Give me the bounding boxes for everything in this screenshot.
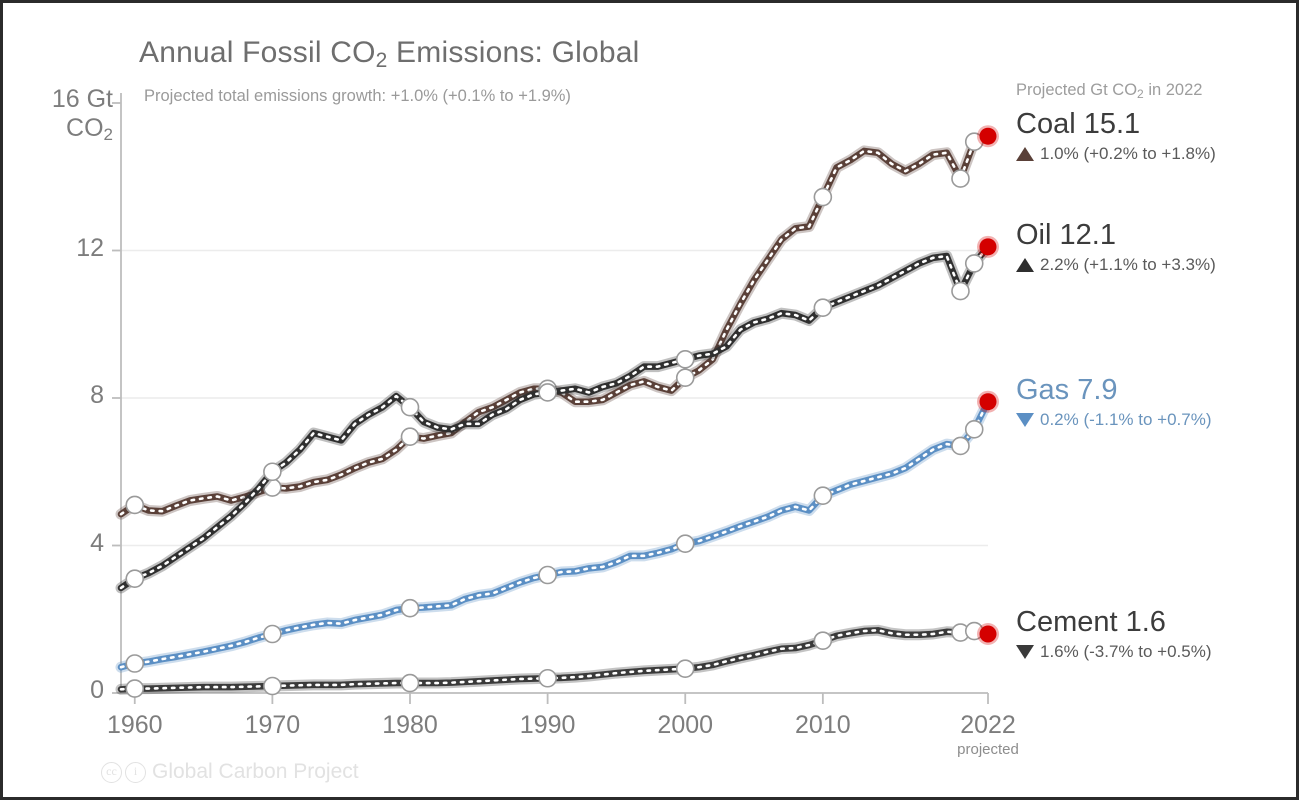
y-axis-tick-label: 4 (90, 528, 104, 557)
data-point-marker (951, 436, 970, 456)
data-point-marker (813, 486, 833, 506)
plot-area (112, 93, 999, 704)
data-point-marker (125, 654, 145, 673)
data-point-marker (675, 659, 695, 678)
y-axis-tick-label: 0 (90, 676, 104, 704)
chart-subtitle: Projected total emissions growth: +1.0% … (144, 87, 571, 105)
legend-item-cement[interactable]: Cement 1.6 1.6% (-3.7% to +0.5%) (1016, 606, 1286, 663)
x-axis-tick-label: 2022 (960, 711, 1016, 739)
legend-header-main: Projected Gt CO (1016, 81, 1138, 99)
data-point-marker (951, 169, 970, 188)
data-point-marker (400, 427, 420, 447)
data-point-marker (400, 598, 420, 618)
data-point-marker (263, 462, 282, 482)
y-axis-unit-subscript: 2 (103, 125, 113, 144)
projected-endpoint-marker (979, 127, 997, 145)
x-axis-projected-note: projected (957, 741, 1019, 758)
data-point-marker (400, 673, 420, 693)
legend-item-label: Coal 15.1 (1016, 108, 1141, 140)
chart-title-main: Annual Fossil CO (139, 36, 376, 69)
x-axis-tick-label: 1980 (382, 711, 438, 739)
legend-item-coal[interactable]: Coal 15.1 1.0% (+0.2% to +1.8%) (1016, 108, 1286, 165)
series-oil (115, 241, 994, 594)
legend-item-label: Gas 7.9 (1016, 374, 1118, 406)
legend-item-change-label: 2.2% (+1.1% to +3.3%) (1040, 255, 1216, 274)
data-point-marker (675, 349, 695, 369)
legend-header-subscript: 2 (1137, 87, 1144, 101)
y-axis-unit-label: 16 Gt CO2 (33, 85, 113, 145)
data-point-marker (813, 298, 833, 317)
legend-item-change: 2.2% (+1.1% to +3.3%) (1016, 254, 1286, 276)
data-point-marker (813, 631, 833, 650)
legend-item-label: Oil 12.1 (1016, 219, 1116, 251)
y-axis-tick-label: 12 (76, 233, 104, 262)
x-axis-tick-label: 1970 (244, 711, 301, 739)
data-point-marker (675, 368, 695, 388)
legend-item-label: Cement 1.6 (1016, 606, 1166, 638)
data-point-marker (125, 569, 145, 588)
triangle-up-icon (1016, 258, 1034, 272)
x-axis-tick-label: 1960 (106, 711, 163, 739)
legend-header-tail: in 2022 (1143, 81, 1203, 99)
footer-credit: cc i Global Carbon Project (101, 760, 359, 784)
y-axis-tick-label: 8 (90, 381, 104, 409)
legend-item-change: 1.0% (+0.2% to +1.8%) (1016, 143, 1286, 165)
legend-item-change: 0.2% (-1.1% to +0.7%) (1016, 409, 1286, 431)
triangle-down-icon (1016, 645, 1034, 659)
triangle-down-icon (1016, 413, 1034, 427)
legend-item-change-label: 1.0% (+0.2% to +1.8%) (1040, 144, 1216, 163)
x-axis-tick-label: 2000 (657, 711, 714, 739)
page-title: Annual Fossil CO2 Emissions: Global (139, 36, 640, 72)
data-point-marker (964, 420, 984, 439)
data-point-marker (400, 397, 420, 417)
chart-title-tail: Emissions: Global (387, 36, 640, 69)
data-point-marker (538, 383, 557, 402)
y-axis-unit-co: CO (66, 114, 104, 142)
data-point-marker (125, 679, 145, 698)
data-point-marker (675, 534, 695, 553)
legend-item-oil[interactable]: Oil 12.1 2.2% (+1.1% to +3.3%) (1016, 219, 1286, 276)
data-point-marker (538, 668, 557, 688)
data-point-marker (951, 281, 970, 301)
x-axis-tick-label: 1990 (519, 711, 576, 739)
triangle-up-icon (1016, 147, 1034, 161)
creative-commons-by-icon: i (125, 761, 146, 783)
data-point-marker (964, 254, 984, 273)
legend-header: Projected Gt CO2 in 2022 (1016, 81, 1286, 101)
footer-credit-label: Global Carbon Project (152, 760, 359, 783)
data-point-marker (263, 676, 282, 696)
data-point-marker (263, 624, 282, 644)
y-axis-top-tick: 16 Gt (51, 85, 113, 113)
legend-item-change-label: 0.2% (-1.1% to +0.7%) (1040, 410, 1212, 429)
data-point-marker (538, 565, 557, 585)
projected-endpoint-marker (979, 393, 997, 411)
data-point-marker (813, 187, 833, 207)
x-axis-tick-label: 2010 (795, 711, 851, 739)
legend-item-change-label: 1.6% (-3.7% to +0.5%) (1040, 642, 1212, 661)
legend-item-change: 1.6% (-3.7% to +0.5%) (1016, 641, 1286, 663)
creative-commons-icon: cc (101, 761, 122, 783)
series-coal (115, 130, 994, 520)
legend-item-gas[interactable]: Gas 7.9 0.2% (-1.1% to +0.7%) (1016, 374, 1286, 431)
data-point-marker (125, 495, 145, 515)
projected-endpoint-marker (979, 625, 997, 643)
projected-endpoint-marker (979, 238, 997, 256)
legend: Projected Gt CO2 in 2022 Coal 15.1 1.0% (… (1016, 81, 1286, 661)
chart-title-subscript: 2 (375, 49, 388, 72)
